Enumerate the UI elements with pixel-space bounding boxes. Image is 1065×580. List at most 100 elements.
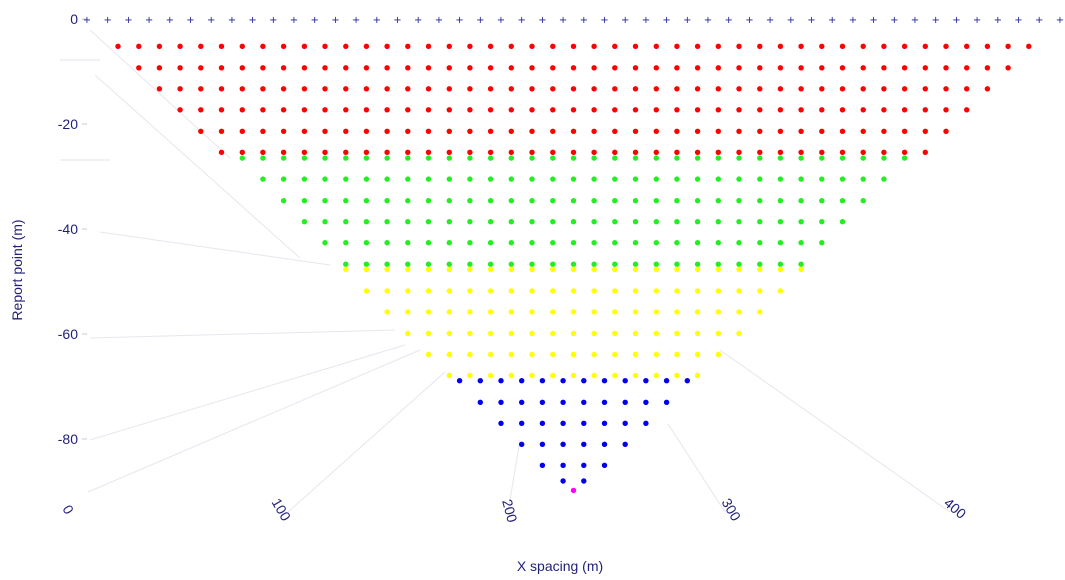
data-point	[591, 261, 597, 267]
data-point	[446, 288, 452, 294]
data-point	[653, 65, 659, 71]
data-point	[798, 155, 804, 161]
electrode-marker: +	[559, 15, 567, 26]
data-point	[519, 378, 525, 384]
data-point	[322, 107, 328, 113]
data-point	[736, 107, 742, 113]
data-point	[498, 399, 504, 405]
y-tick-label: -60	[58, 326, 78, 342]
data-point	[384, 86, 390, 92]
data-point	[674, 86, 680, 92]
data-point	[839, 107, 846, 113]
data-point	[694, 261, 701, 267]
data-point	[757, 86, 763, 92]
data-point	[467, 86, 473, 92]
data-point	[570, 266, 577, 273]
data-point	[570, 43, 577, 49]
data-point	[715, 219, 721, 225]
electrode-marker: +	[83, 15, 91, 26]
data-point	[653, 330, 659, 337]
data-point	[446, 261, 452, 267]
data-point	[757, 128, 763, 134]
electrode-marker: +	[683, 15, 691, 26]
electrode-marker: +	[911, 15, 919, 26]
data-point	[839, 176, 846, 182]
data-point	[218, 149, 225, 155]
data-point	[581, 478, 587, 484]
data-point	[653, 372, 659, 379]
data-point	[198, 86, 204, 92]
data-point	[715, 309, 721, 315]
data-point	[601, 462, 608, 468]
data-point	[363, 65, 370, 71]
data-point	[467, 330, 473, 337]
data-point	[405, 176, 411, 182]
data-point	[839, 149, 846, 155]
data-point	[798, 198, 804, 204]
data-point	[529, 65, 535, 71]
data-point	[943, 107, 949, 113]
data-point	[363, 261, 370, 267]
data-point	[777, 43, 784, 49]
data-point	[384, 309, 390, 315]
data-point	[508, 176, 514, 182]
data-point	[632, 309, 639, 315]
data-point	[405, 330, 411, 337]
data-point	[301, 219, 308, 225]
data-point	[694, 128, 701, 134]
data-point	[757, 176, 763, 182]
data-point	[405, 309, 411, 315]
data-point	[425, 240, 432, 246]
data-point	[529, 176, 535, 182]
data-point	[560, 399, 566, 405]
data-point	[529, 309, 535, 315]
electrode-marker: +	[145, 15, 153, 26]
data-point	[550, 351, 556, 358]
data-point	[581, 462, 587, 468]
data-point	[777, 198, 784, 204]
data-points	[115, 43, 1032, 494]
gridline	[94, 74, 301, 259]
data-point	[487, 149, 494, 155]
data-point	[632, 128, 639, 134]
data-point	[343, 128, 349, 134]
data-point	[736, 176, 742, 182]
data-point	[757, 43, 763, 49]
data-point	[798, 149, 804, 155]
data-point	[736, 198, 742, 204]
data-point	[425, 176, 432, 182]
data-point	[156, 65, 163, 71]
data-point	[301, 43, 308, 49]
data-point	[467, 266, 473, 273]
electrode-marker: +	[621, 15, 629, 26]
data-point	[136, 43, 142, 49]
electrode-marker: +	[994, 15, 1002, 26]
data-point	[425, 261, 432, 267]
data-point	[405, 43, 411, 49]
data-point	[363, 266, 370, 273]
electrode-marker: +	[311, 15, 319, 26]
data-point	[612, 128, 618, 134]
data-point	[798, 86, 804, 92]
data-point	[519, 399, 525, 405]
data-point	[591, 176, 597, 182]
data-point	[405, 86, 411, 92]
data-point	[601, 420, 608, 426]
data-point	[550, 107, 556, 113]
data-point	[632, 86, 639, 92]
data-point	[239, 43, 245, 49]
data-point	[487, 107, 494, 113]
electrode-marker: +	[1035, 15, 1043, 26]
data-point	[384, 261, 390, 267]
data-point	[343, 65, 349, 71]
data-point	[601, 441, 608, 447]
data-point	[487, 176, 494, 182]
data-point	[343, 266, 349, 273]
data-point	[612, 351, 618, 358]
data-point	[529, 219, 535, 225]
data-point	[550, 86, 556, 92]
data-point	[839, 128, 846, 134]
data-point	[570, 65, 577, 71]
data-point	[446, 240, 452, 246]
data-point	[839, 65, 846, 71]
